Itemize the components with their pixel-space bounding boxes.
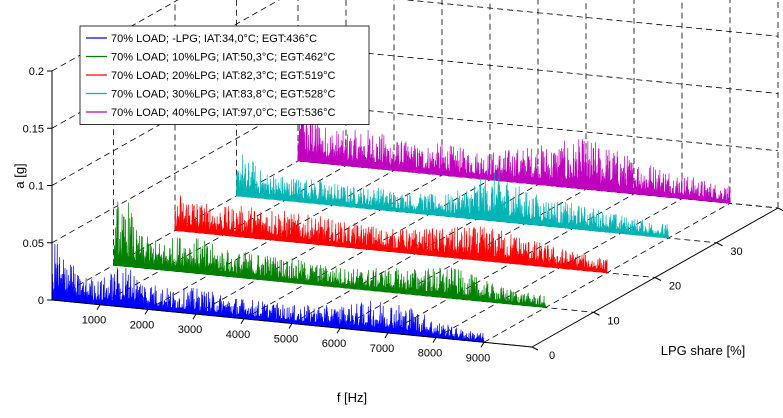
side-wall-gridline <box>51 0 179 72</box>
y-tick-mark <box>654 277 662 281</box>
x-tick-mark <box>384 332 389 339</box>
legend-entry-label: 70% LOAD; 30%LPG; IAT:83,8°C; EGT:528°C <box>111 89 335 101</box>
back-wall-gridline <box>403 0 779 37</box>
x-tick-label: 8000 <box>418 348 442 360</box>
y-tick-label: 20 <box>669 281 681 293</box>
y-tick-mark <box>716 242 723 247</box>
x-tick-mark <box>480 342 485 348</box>
x-tick-mark <box>336 327 341 334</box>
x-axis-label: f [Hz] <box>337 390 367 405</box>
y-axis-label: LPG share [%] <box>661 343 746 358</box>
y-tick-label: 10 <box>607 315 619 327</box>
y-tick-mark <box>531 346 539 351</box>
chart-legend: 70% LOAD; -LPG; IAT:34,0°C; EGT:436°C 70%… <box>79 25 370 125</box>
series-trace-10pct-lpg <box>113 201 546 308</box>
x-tick-label: 5000 <box>274 334 298 346</box>
series-trace-40pct-lpg <box>297 101 731 204</box>
z-tick-label: 0.2 <box>29 66 44 78</box>
x-tick-mark <box>192 313 197 320</box>
y-tick-label: 30 <box>730 246 742 258</box>
legend-entry-label: 70% LOAD; 10%LPG; IAT:50,3°C; EGT:462°C <box>111 52 335 64</box>
x-tick-label: 7000 <box>370 343 394 355</box>
series-trace-0pct-lpg <box>51 243 485 343</box>
x-tick-mark <box>240 318 245 325</box>
x-tick-label: 9000 <box>466 352 490 364</box>
x-tick-mark <box>96 304 101 310</box>
legend-entry-label: 70% LOAD; 20%LPG; IAT:82,3°C; EGT:519°C <box>111 70 335 82</box>
x-tick-label: 2000 <box>130 319 154 331</box>
legend-entry-label: 70% LOAD; -LPG; IAT:34,0°C; EGT:436°C <box>111 33 317 45</box>
back-wall-gridline <box>297 103 779 152</box>
x-tick-mark <box>144 309 149 315</box>
x-tick-label: 1000 <box>82 315 106 327</box>
chart-series-traces <box>51 101 731 343</box>
side-wall-gridline <box>51 103 299 244</box>
chart-axes <box>47 70 783 351</box>
back-wall-gridline <box>297 46 779 94</box>
series-trace-20pct-lpg <box>174 195 608 274</box>
x-tick-label: 4000 <box>226 329 250 341</box>
z-tick-label: 0.15 <box>23 123 44 135</box>
y-tick-mark <box>593 311 600 316</box>
z-axis-label: a [g] <box>12 163 27 188</box>
y-tick-label: 0 <box>549 350 555 362</box>
z-tick-label: 0.1 <box>29 181 44 193</box>
x-tick-mark <box>432 337 437 343</box>
x-tick-label: 6000 <box>322 338 346 350</box>
legend-entry-label: 70% LOAD; 40%LPG; IAT:97,0°C; EGT:536°C <box>111 107 335 119</box>
x-tick-mark <box>288 323 293 329</box>
z-tick-label: 0 <box>38 295 44 307</box>
chart-tick-labels: 1000 2000 3000 4000 5000 6000 7000 8000 9000 0 10 2… <box>23 66 743 364</box>
series-trace-30pct-lpg <box>236 154 669 239</box>
y-tick-mark <box>777 207 783 212</box>
legend-box <box>79 25 370 125</box>
z-tick-label: 0.05 <box>23 238 44 250</box>
x-tick-label: 3000 <box>178 324 202 336</box>
